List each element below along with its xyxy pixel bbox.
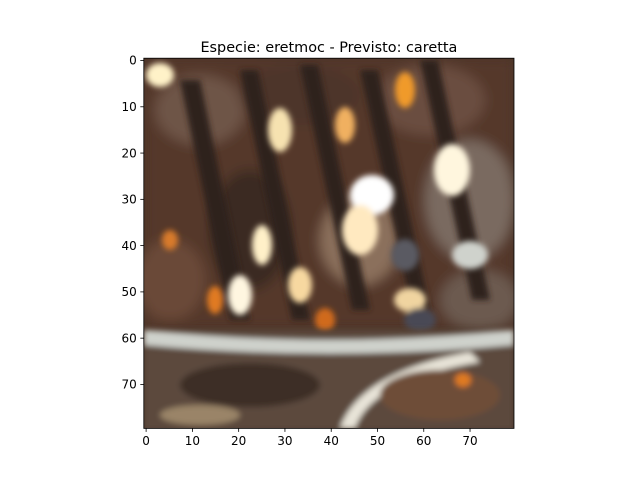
x-tick-label: 0	[142, 434, 150, 448]
lower-band	[143, 330, 515, 429]
x-tick-label: 20	[231, 434, 246, 448]
x-tick-label: 70	[462, 434, 477, 448]
image-area	[143, 58, 515, 429]
x-axis: 0 10 20 30 40 50 60 70	[142, 428, 478, 448]
chart-title: Especie: eretmoc - Previsto: caretta	[200, 40, 457, 56]
y-tick-label: 70	[122, 378, 137, 392]
x-tick-label: 50	[370, 434, 385, 448]
y-tick-label: 50	[122, 285, 137, 299]
y-tick-label: 20	[122, 146, 137, 160]
highlights	[146, 63, 488, 332]
y-tick-label: 60	[122, 331, 137, 345]
y-tick-label: 30	[122, 193, 137, 207]
y-tick-label: 0	[129, 54, 137, 68]
y-axis: 0 10 20 30 40 50 60 70	[122, 54, 144, 392]
x-tick-label: 60	[416, 434, 431, 448]
x-tick-label: 30	[277, 434, 292, 448]
y-tick-label: 40	[122, 239, 137, 253]
y-tick-label: 10	[122, 100, 137, 114]
x-tick-label: 40	[324, 434, 339, 448]
axes-frame	[143, 57, 515, 429]
x-tick-label: 10	[185, 434, 200, 448]
